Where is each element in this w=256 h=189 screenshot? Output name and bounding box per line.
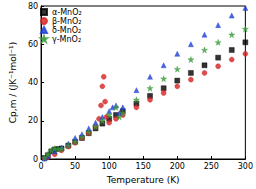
svg-text:20: 20 [28, 116, 38, 125]
svg-text:60: 60 [28, 40, 38, 49]
svg-text:Cp,m / (JK⁻¹mol⁻¹): Cp,m / (JK⁻¹mol⁻¹) [8, 42, 18, 123]
svg-text:200: 200 [170, 162, 185, 171]
svg-text:300: 300 [238, 162, 253, 171]
svg-text:150: 150 [136, 162, 151, 171]
svg-text:0: 0 [39, 162, 44, 171]
svg-text:β-MnO₂: β-MnO₂ [52, 17, 81, 26]
svg-text:α-MnO₂: α-MnO₂ [52, 8, 82, 17]
svg-text:50: 50 [70, 162, 80, 171]
svg-text:80: 80 [28, 2, 38, 11]
svg-text:40: 40 [28, 78, 38, 87]
svg-text:0: 0 [33, 155, 38, 164]
svg-text:Temperature (K): Temperature (K) [106, 175, 180, 185]
svg-text:δ-MnO₂: δ-MnO₂ [52, 26, 81, 35]
svg-text:100: 100 [102, 162, 117, 171]
svg-text:γ-MnO₂: γ-MnO₂ [52, 35, 81, 44]
svg-text:250: 250 [204, 162, 219, 171]
